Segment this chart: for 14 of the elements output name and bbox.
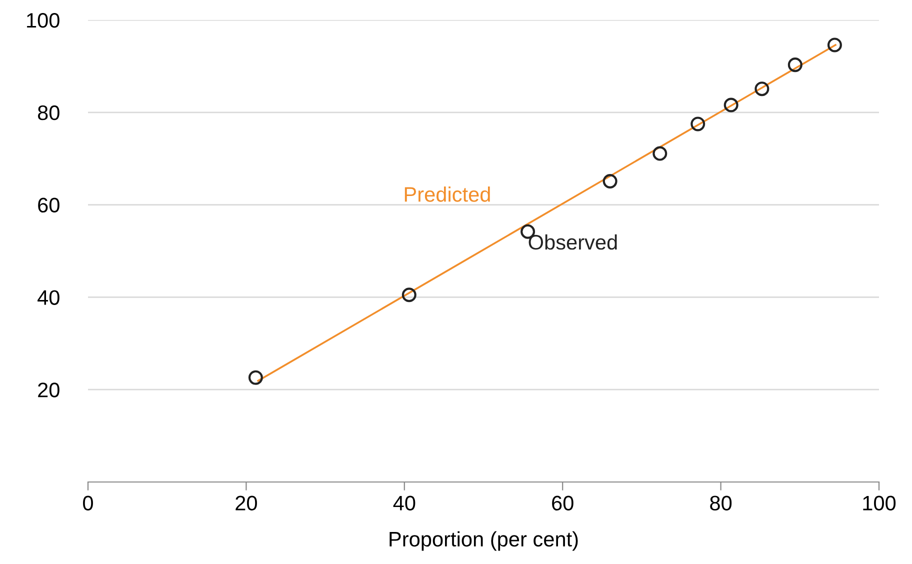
y-tick-label: 20 [38, 382, 60, 398]
series-label: Observed [528, 234, 617, 250]
series-label: Predicted [404, 186, 490, 202]
x-tick-label: 60 [552, 496, 574, 510]
x-tick-label: 100 [863, 496, 896, 510]
x-tick-label: 40 [393, 496, 416, 510]
x-tick-label: 80 [710, 496, 732, 510]
y-tick-label: 60 [38, 198, 60, 213]
x-tick-label: 0 [83, 496, 93, 510]
x-tick-label: 20 [236, 496, 257, 510]
y-tick-label: 80 [38, 105, 60, 120]
y-tick-label: 40 [38, 290, 60, 305]
x-axis-title: Proportion (per cent) [390, 531, 578, 551]
y-tick-label: 100 [27, 13, 60, 28]
